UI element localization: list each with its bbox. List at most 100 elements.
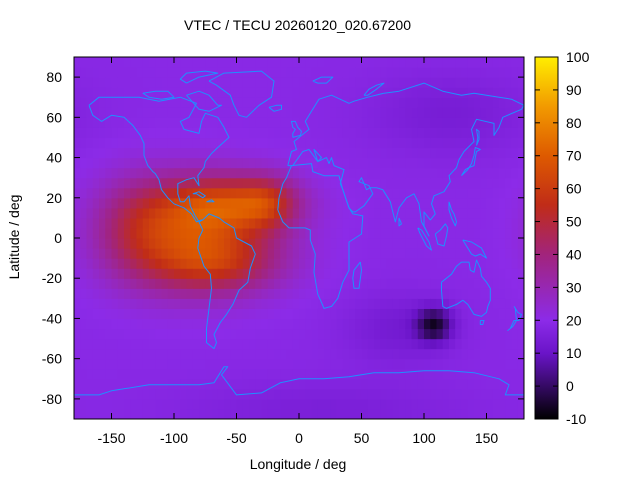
heatmap-cell <box>111 278 119 289</box>
heatmap-cell <box>467 67 475 78</box>
heatmap-cell <box>430 157 438 169</box>
heatmap-cell <box>242 87 250 98</box>
heatmap-cell <box>299 127 306 139</box>
heatmap-cell <box>149 348 156 360</box>
heatmap-cell <box>99 238 106 249</box>
heatmap-cell <box>317 398 325 410</box>
heatmap-cell <box>399 308 406 320</box>
heatmap-cell <box>342 157 350 169</box>
heatmap-cell <box>367 187 375 199</box>
heatmap-cell <box>517 238 524 249</box>
heatmap-cell <box>192 107 200 118</box>
heatmap-cell <box>255 338 263 350</box>
heatmap-cell <box>424 167 431 179</box>
coastline <box>434 223 449 247</box>
heatmap-cell <box>449 147 456 159</box>
heatmap-cell <box>111 408 119 419</box>
heatmap-cell <box>92 77 100 88</box>
heatmap-cell <box>274 338 281 350</box>
heatmap-cell <box>380 408 388 419</box>
heatmap-cell <box>492 77 500 88</box>
heatmap-cell <box>336 288 344 299</box>
heatmap-cell <box>249 217 256 229</box>
heatmap-cell <box>417 388 425 400</box>
heatmap-cell <box>161 197 169 209</box>
heatmap-cell <box>292 77 300 88</box>
heatmap-cell <box>486 107 494 118</box>
heatmap-cell <box>455 157 463 169</box>
heatmap-cell <box>342 117 350 128</box>
heatmap-cell <box>505 67 513 78</box>
heatmap-cell <box>99 408 106 419</box>
heatmap-cell <box>99 378 106 390</box>
heatmap-cell <box>317 157 325 169</box>
heatmap-cell <box>374 388 381 400</box>
heatmap-cell <box>342 97 350 108</box>
heatmap-cell <box>517 298 524 309</box>
heatmap-cell <box>80 207 88 219</box>
heatmap-cell <box>130 378 138 390</box>
heatmap-cell <box>224 288 231 299</box>
heatmap-cell <box>417 358 425 370</box>
heatmap-cell <box>142 338 150 350</box>
heatmap-cell <box>174 368 181 380</box>
heatmap-cell <box>367 298 375 309</box>
heatmap-cell <box>517 388 524 400</box>
heatmap-cell <box>436 207 444 219</box>
heatmap-cell <box>161 258 169 269</box>
heatmap-cell <box>105 107 113 118</box>
heatmap-cell <box>261 308 269 320</box>
heatmap-cell <box>367 77 375 88</box>
heatmap-cell <box>336 147 344 159</box>
heatmap-cell <box>286 308 294 320</box>
heatmap-cell <box>155 107 163 118</box>
heatmap-cell <box>474 328 481 340</box>
heatmap-cell <box>367 318 375 330</box>
heatmap-cell <box>199 177 206 189</box>
heatmap-cell <box>417 87 425 98</box>
heatmap-cell <box>205 67 213 78</box>
heatmap-cell <box>292 57 300 68</box>
heatmap-cell <box>267 238 275 249</box>
heatmap-cell <box>499 268 506 279</box>
heatmap-cell <box>155 388 163 400</box>
heatmap-cell <box>99 308 106 320</box>
heatmap-cell <box>467 298 475 309</box>
heatmap-cell <box>324 348 331 360</box>
heatmap-cell <box>242 368 250 380</box>
heatmap-cell <box>274 217 281 229</box>
heatmap-cell <box>299 97 306 108</box>
coastline <box>291 120 302 138</box>
heatmap-cell <box>136 147 144 159</box>
heatmap-cell <box>299 177 306 189</box>
heatmap-cell <box>86 167 94 179</box>
heatmap-cell <box>499 157 506 169</box>
heatmap-cell <box>167 268 175 279</box>
colorbar-tick-label: -10 <box>566 411 586 427</box>
heatmap-cell <box>255 87 263 98</box>
heatmap-cell <box>280 227 288 239</box>
heatmap-cell <box>336 298 344 309</box>
heatmap-cell <box>330 398 338 410</box>
heatmap-cell <box>336 378 344 390</box>
heatmap-cell <box>336 187 344 199</box>
heatmap-cell <box>361 137 369 149</box>
heatmap-cell <box>411 157 419 169</box>
heatmap-cell <box>467 77 475 88</box>
heatmap-cell <box>499 137 506 149</box>
heatmap-cell <box>242 187 250 199</box>
heatmap-cell <box>105 288 113 299</box>
heatmap-cell <box>199 408 206 419</box>
heatmap-cell <box>411 348 419 360</box>
heatmap-cell <box>317 308 325 320</box>
heatmap-cell <box>336 398 344 410</box>
heatmap-cell <box>480 147 488 159</box>
heatmap-cell <box>405 97 413 108</box>
heatmap-cell <box>92 358 100 370</box>
heatmap-cell <box>392 348 400 360</box>
heatmap-cell <box>136 318 144 330</box>
heatmap-cell <box>424 87 431 98</box>
heatmap-cell <box>417 217 425 229</box>
heatmap-cell <box>242 338 250 350</box>
heatmap-cell <box>180 227 188 239</box>
